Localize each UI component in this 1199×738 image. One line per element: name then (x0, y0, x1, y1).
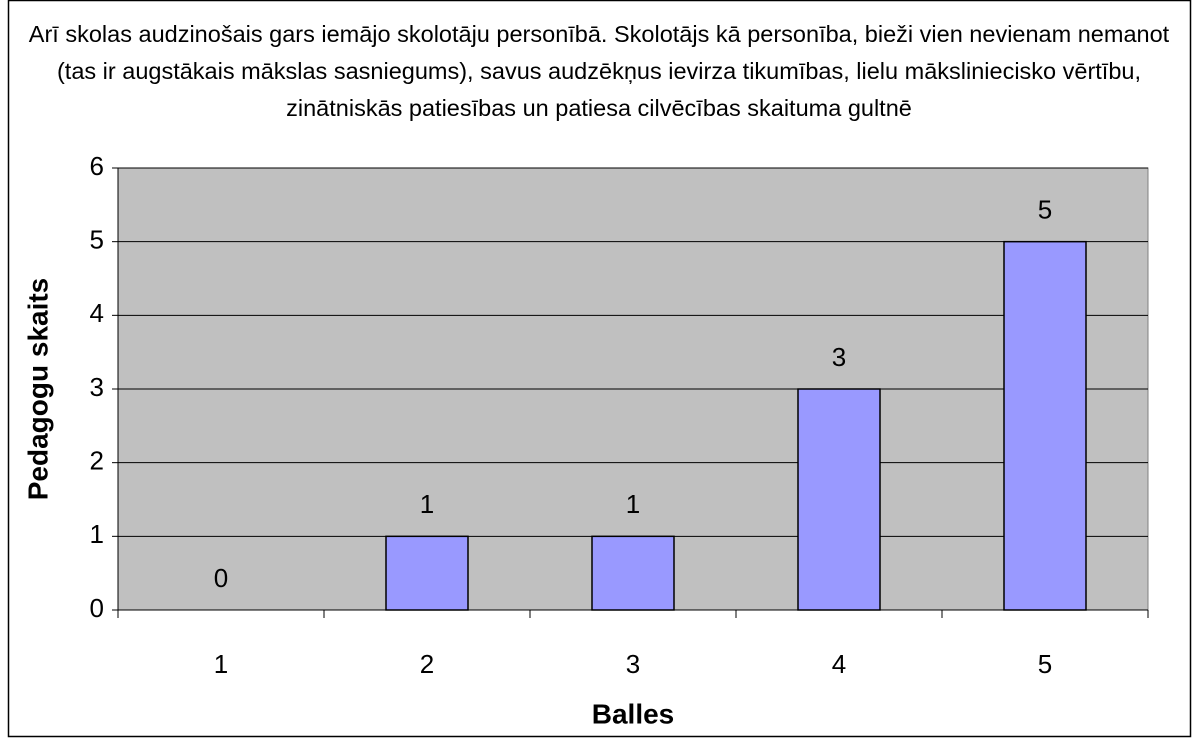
x-tick-label: 5 (1038, 649, 1052, 679)
y-tick-label: 3 (90, 372, 104, 402)
y-axis-label: Pedagogu skaits (22, 278, 53, 501)
data-label: 5 (1038, 195, 1052, 225)
x-tick-label: 3 (626, 649, 640, 679)
y-tick-label: 6 (90, 151, 104, 181)
bar (591, 535, 675, 611)
data-label: 1 (626, 489, 640, 519)
bar (1003, 240, 1087, 611)
x-axis-label: Balles (592, 698, 675, 729)
y-tick-label: 4 (90, 298, 104, 328)
data-label: 3 (832, 342, 846, 372)
x-tick-label: 4 (832, 649, 846, 679)
bar (797, 388, 881, 611)
data-label: 1 (420, 489, 434, 519)
chart-title: Arī skolas audzinošais gars iemājo skolo… (28, 21, 1170, 121)
y-tick-label: 1 (90, 519, 104, 549)
y-tick-label: 0 (90, 593, 104, 623)
bar (385, 535, 469, 611)
y-tick-label: 2 (90, 446, 104, 476)
x-tick-label: 2 (420, 649, 434, 679)
y-tick-label: 5 (90, 225, 104, 255)
x-tick-label: 1 (214, 649, 228, 679)
data-label: 0 (214, 563, 228, 593)
